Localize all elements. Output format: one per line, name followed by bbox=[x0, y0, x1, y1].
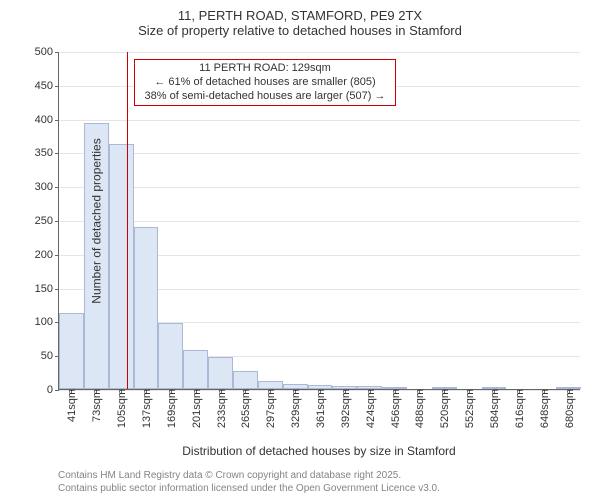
x-tick-label: 265sqm bbox=[238, 389, 252, 428]
y-axis-title: Number of detached properties bbox=[90, 138, 104, 303]
histogram-bar bbox=[134, 227, 159, 389]
footer-line: Contains HM Land Registry data © Crown c… bbox=[58, 470, 440, 483]
y-tick-label: 350 bbox=[35, 147, 59, 159]
histogram-bar bbox=[183, 350, 208, 389]
property-marker-line bbox=[127, 52, 128, 389]
histogram-bar bbox=[109, 144, 134, 389]
chart-container: 11, PERTH ROAD, STAMFORD, PE9 2TX Size o… bbox=[0, 0, 600, 500]
plot-area: 11 PERTH ROAD: 129sqm← 61% of detached h… bbox=[58, 52, 580, 390]
x-tick-label: 424sqm bbox=[363, 389, 377, 428]
y-tick-label: 0 bbox=[47, 384, 59, 396]
histogram-bar bbox=[233, 371, 258, 389]
x-tick-label: 680sqm bbox=[562, 389, 576, 428]
y-tick-label: 100 bbox=[35, 316, 59, 328]
y-tick-label: 300 bbox=[35, 181, 59, 193]
x-tick-label: 552sqm bbox=[462, 389, 476, 428]
histogram-bar bbox=[59, 313, 84, 389]
y-tick-label: 450 bbox=[35, 80, 59, 92]
x-tick-label: 392sqm bbox=[338, 389, 352, 428]
y-tick-label: 200 bbox=[35, 249, 59, 261]
x-axis-title: Distribution of detached houses by size … bbox=[58, 444, 580, 458]
x-tick-label: 584sqm bbox=[487, 389, 501, 428]
histogram-bar bbox=[258, 381, 283, 389]
x-tick-label: 520sqm bbox=[437, 389, 451, 428]
y-tick-label: 50 bbox=[41, 350, 59, 362]
y-tick-label: 400 bbox=[35, 114, 59, 126]
x-tick-label: 233sqm bbox=[214, 389, 228, 428]
x-tick-label: 137sqm bbox=[139, 389, 153, 428]
annotation-line: 11 PERTH ROAD: 129sqm bbox=[141, 62, 389, 76]
x-tick-label: 73sqm bbox=[89, 389, 103, 422]
x-tick-label: 105sqm bbox=[114, 389, 128, 428]
chart-plot-wrap: 11 PERTH ROAD: 129sqm← 61% of detached h… bbox=[58, 52, 580, 390]
x-tick-label: 648sqm bbox=[537, 389, 551, 428]
x-tick-label: 297sqm bbox=[263, 389, 277, 428]
x-tick-label: 616sqm bbox=[512, 389, 526, 428]
x-tick-label: 41sqm bbox=[64, 389, 78, 422]
histogram-bar bbox=[158, 323, 183, 389]
x-tick-label: 488sqm bbox=[412, 389, 426, 428]
histogram-bar bbox=[208, 357, 233, 389]
x-tick-label: 361sqm bbox=[313, 389, 327, 428]
x-tick-label: 201sqm bbox=[189, 389, 203, 428]
footer-line: Contains public sector information licen… bbox=[58, 483, 440, 496]
title-line-2: Size of property relative to detached ho… bbox=[0, 23, 600, 38]
y-tick-label: 250 bbox=[35, 215, 59, 227]
title-line-1: 11, PERTH ROAD, STAMFORD, PE9 2TX bbox=[0, 0, 600, 23]
annotation-line: ← 61% of detached houses are smaller (80… bbox=[141, 76, 389, 90]
footer-attribution: Contains HM Land Registry data © Crown c… bbox=[58, 470, 440, 495]
annotation-line: 38% of semi-detached houses are larger (… bbox=[141, 90, 389, 104]
y-tick-label: 500 bbox=[35, 46, 59, 58]
x-tick-label: 169sqm bbox=[164, 389, 178, 428]
x-tick-label: 329sqm bbox=[288, 389, 302, 428]
y-tick-label: 150 bbox=[35, 283, 59, 295]
annotation-box: 11 PERTH ROAD: 129sqm← 61% of detached h… bbox=[134, 59, 396, 106]
x-tick-label: 456sqm bbox=[388, 389, 402, 428]
